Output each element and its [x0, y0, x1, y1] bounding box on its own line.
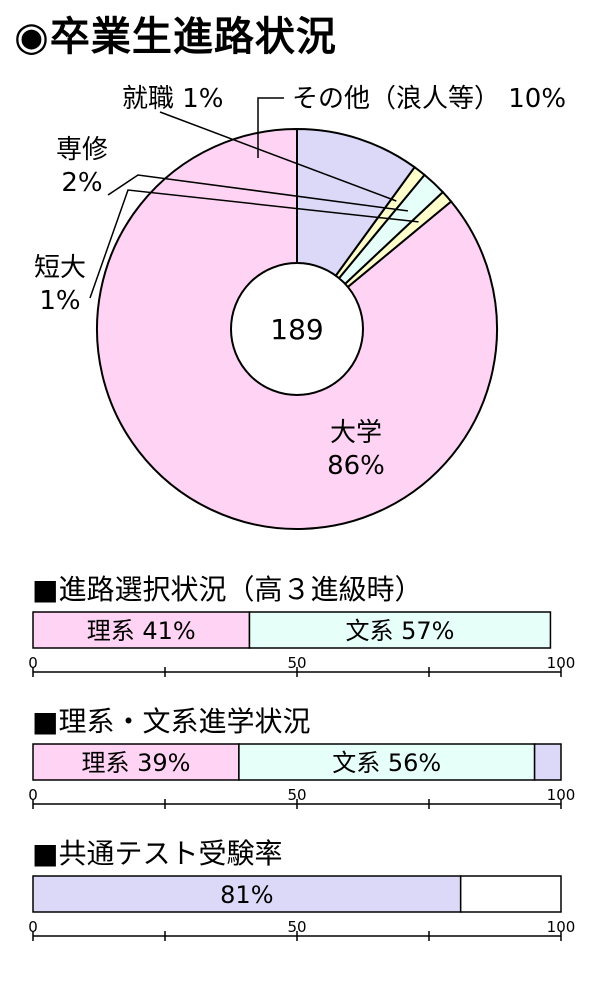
- pie-label-1: 短大 1%: [34, 253, 86, 316]
- bar-chart-2: 理系 39% 文系 56% 0 50 100: [28, 743, 576, 809]
- pie-label-value: 86%: [327, 451, 385, 481]
- bar-segment-0: [32, 743, 240, 781]
- pie-chart: 189 大学 86% 短大 1% 専修 2% 就職 1% その他（浪人等） 10%: [34, 84, 566, 530]
- pie-leader-line-3: [159, 111, 397, 202]
- pie-leader-line-2: [107, 174, 408, 212]
- bar-chart-1-title: ■進路選択状況（高３進級時）: [32, 573, 423, 606]
- bar-segment-1: [248, 611, 552, 649]
- bar-segment-1: [238, 743, 536, 781]
- bar-segment-2: [533, 743, 562, 781]
- x-tick-label-1: 50: [287, 786, 306, 804]
- pie-label-0: 大学 86%: [327, 418, 385, 481]
- x-tick-label-2: 100: [547, 654, 576, 672]
- pie-label-value: 1%: [39, 286, 80, 316]
- bar-segment-0: [32, 875, 462, 913]
- x-tick-label-0: 0: [28, 786, 38, 804]
- bar-segment-1: [459, 875, 562, 913]
- bar-chart-2-title: ■理系・文系進学状況: [32, 705, 311, 738]
- pie-label-name: 大学: [330, 418, 382, 448]
- x-tick-label-2: 100: [547, 918, 576, 936]
- bar-segment-label-1: 文系 56%: [332, 749, 441, 777]
- bar-chart-1: 理系 41% 文系 57% 0 50 100: [28, 611, 576, 677]
- pie-center-label: 189: [270, 313, 323, 346]
- bar-segment-0: [32, 611, 251, 649]
- pie-label-2: 専修 2%: [56, 135, 108, 198]
- pie-label-name: 専修: [56, 135, 108, 165]
- x-tick-label-0: 0: [28, 918, 38, 936]
- bar-chart-3-title: ■共通テスト受験率: [32, 837, 283, 870]
- pie-leader-line-4: [257, 97, 284, 158]
- page-title: ◉卒業生進路状況: [14, 14, 337, 60]
- pie-label-4: その他（浪人等） 10%: [292, 84, 566, 114]
- x-tick-label-2: 100: [547, 786, 576, 804]
- pie-hole: [230, 262, 364, 396]
- bar-chart-3: 81% 0 50 100: [28, 875, 576, 941]
- pie-leader-line-1: [89, 189, 419, 299]
- bar-segment-label-0: 理系 39%: [81, 749, 190, 777]
- pie-label-value: 2%: [61, 168, 102, 198]
- x-tick-label-1: 50: [287, 918, 306, 936]
- x-tick-label-0: 0: [28, 654, 38, 672]
- bar-segment-label-0: 81%: [220, 881, 273, 909]
- bar-segment-label-0: 理系 41%: [87, 617, 196, 645]
- pie-label-name: 短大: [34, 253, 86, 283]
- bar-segment-label-1: 文系 57%: [345, 617, 454, 645]
- pie-label-3: 就職 1%: [122, 84, 224, 114]
- x-tick-label-1: 50: [287, 654, 306, 672]
